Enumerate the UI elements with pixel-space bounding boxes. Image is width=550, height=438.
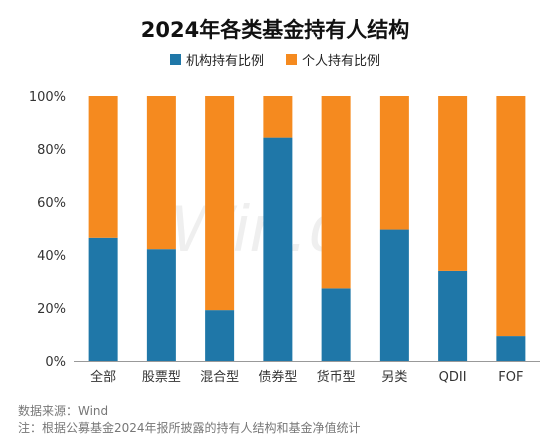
legend-label-institutional: 机构持有比例 <box>185 54 264 69</box>
legend-swatch-individual <box>286 54 297 65</box>
y-tick-label: 80% <box>37 143 66 158</box>
x-tick-label: 股票型 <box>142 370 181 385</box>
source-note: 数据来源：Wind <box>18 404 109 418</box>
x-tick-label: 混合型 <box>200 370 239 385</box>
bar-individual <box>321 96 351 289</box>
bar-individual <box>263 96 293 138</box>
legend-item-individual: 个人持有比例 <box>286 50 380 69</box>
bar-institutional <box>146 249 176 361</box>
bar-individual <box>496 96 526 337</box>
x-tick-label: 货币型 <box>317 369 356 385</box>
legend: 机构持有比例 个人持有比例 <box>0 50 550 69</box>
y-tick-label: 40% <box>37 249 66 264</box>
bar-individual <box>146 96 176 250</box>
y-tick-label: 100% <box>29 90 66 105</box>
x-tick-label: QDII <box>439 370 467 385</box>
chart-title: 2024年各类基金持有人结构 <box>140 18 410 42</box>
bar-institutional <box>263 137 293 361</box>
y-tick-label: 60% <box>37 196 66 211</box>
y-tick-label: 20% <box>37 302 66 317</box>
legend-label-individual: 个人持有比例 <box>302 54 381 69</box>
legend-swatch-institutional <box>169 54 181 65</box>
x-tick-label: 债券型 <box>258 369 297 385</box>
bar-institutional <box>496 336 526 361</box>
bar-institutional <box>321 288 351 361</box>
bar-individual <box>379 96 409 230</box>
y-tick-label: 0% <box>45 355 66 370</box>
bar-institutional <box>438 270 468 361</box>
x-tick-label: FOF <box>498 370 523 385</box>
bar-individual <box>438 96 468 271</box>
footnote: 注：根据公募基金2024年报所披露的持有人结构和基金净值统计 <box>18 421 361 435</box>
bar-individual <box>205 96 235 311</box>
watermark: Win.d <box>170 191 349 265</box>
bar-institutional <box>379 229 409 361</box>
x-tick-label: 全部 <box>90 369 116 385</box>
bar-individual <box>88 96 118 238</box>
x-tick-label: 另类 <box>381 370 407 385</box>
legend-item-institutional: 机构持有比例 <box>169 50 264 69</box>
bar-institutional <box>88 237 118 361</box>
bar-institutional <box>205 310 235 361</box>
